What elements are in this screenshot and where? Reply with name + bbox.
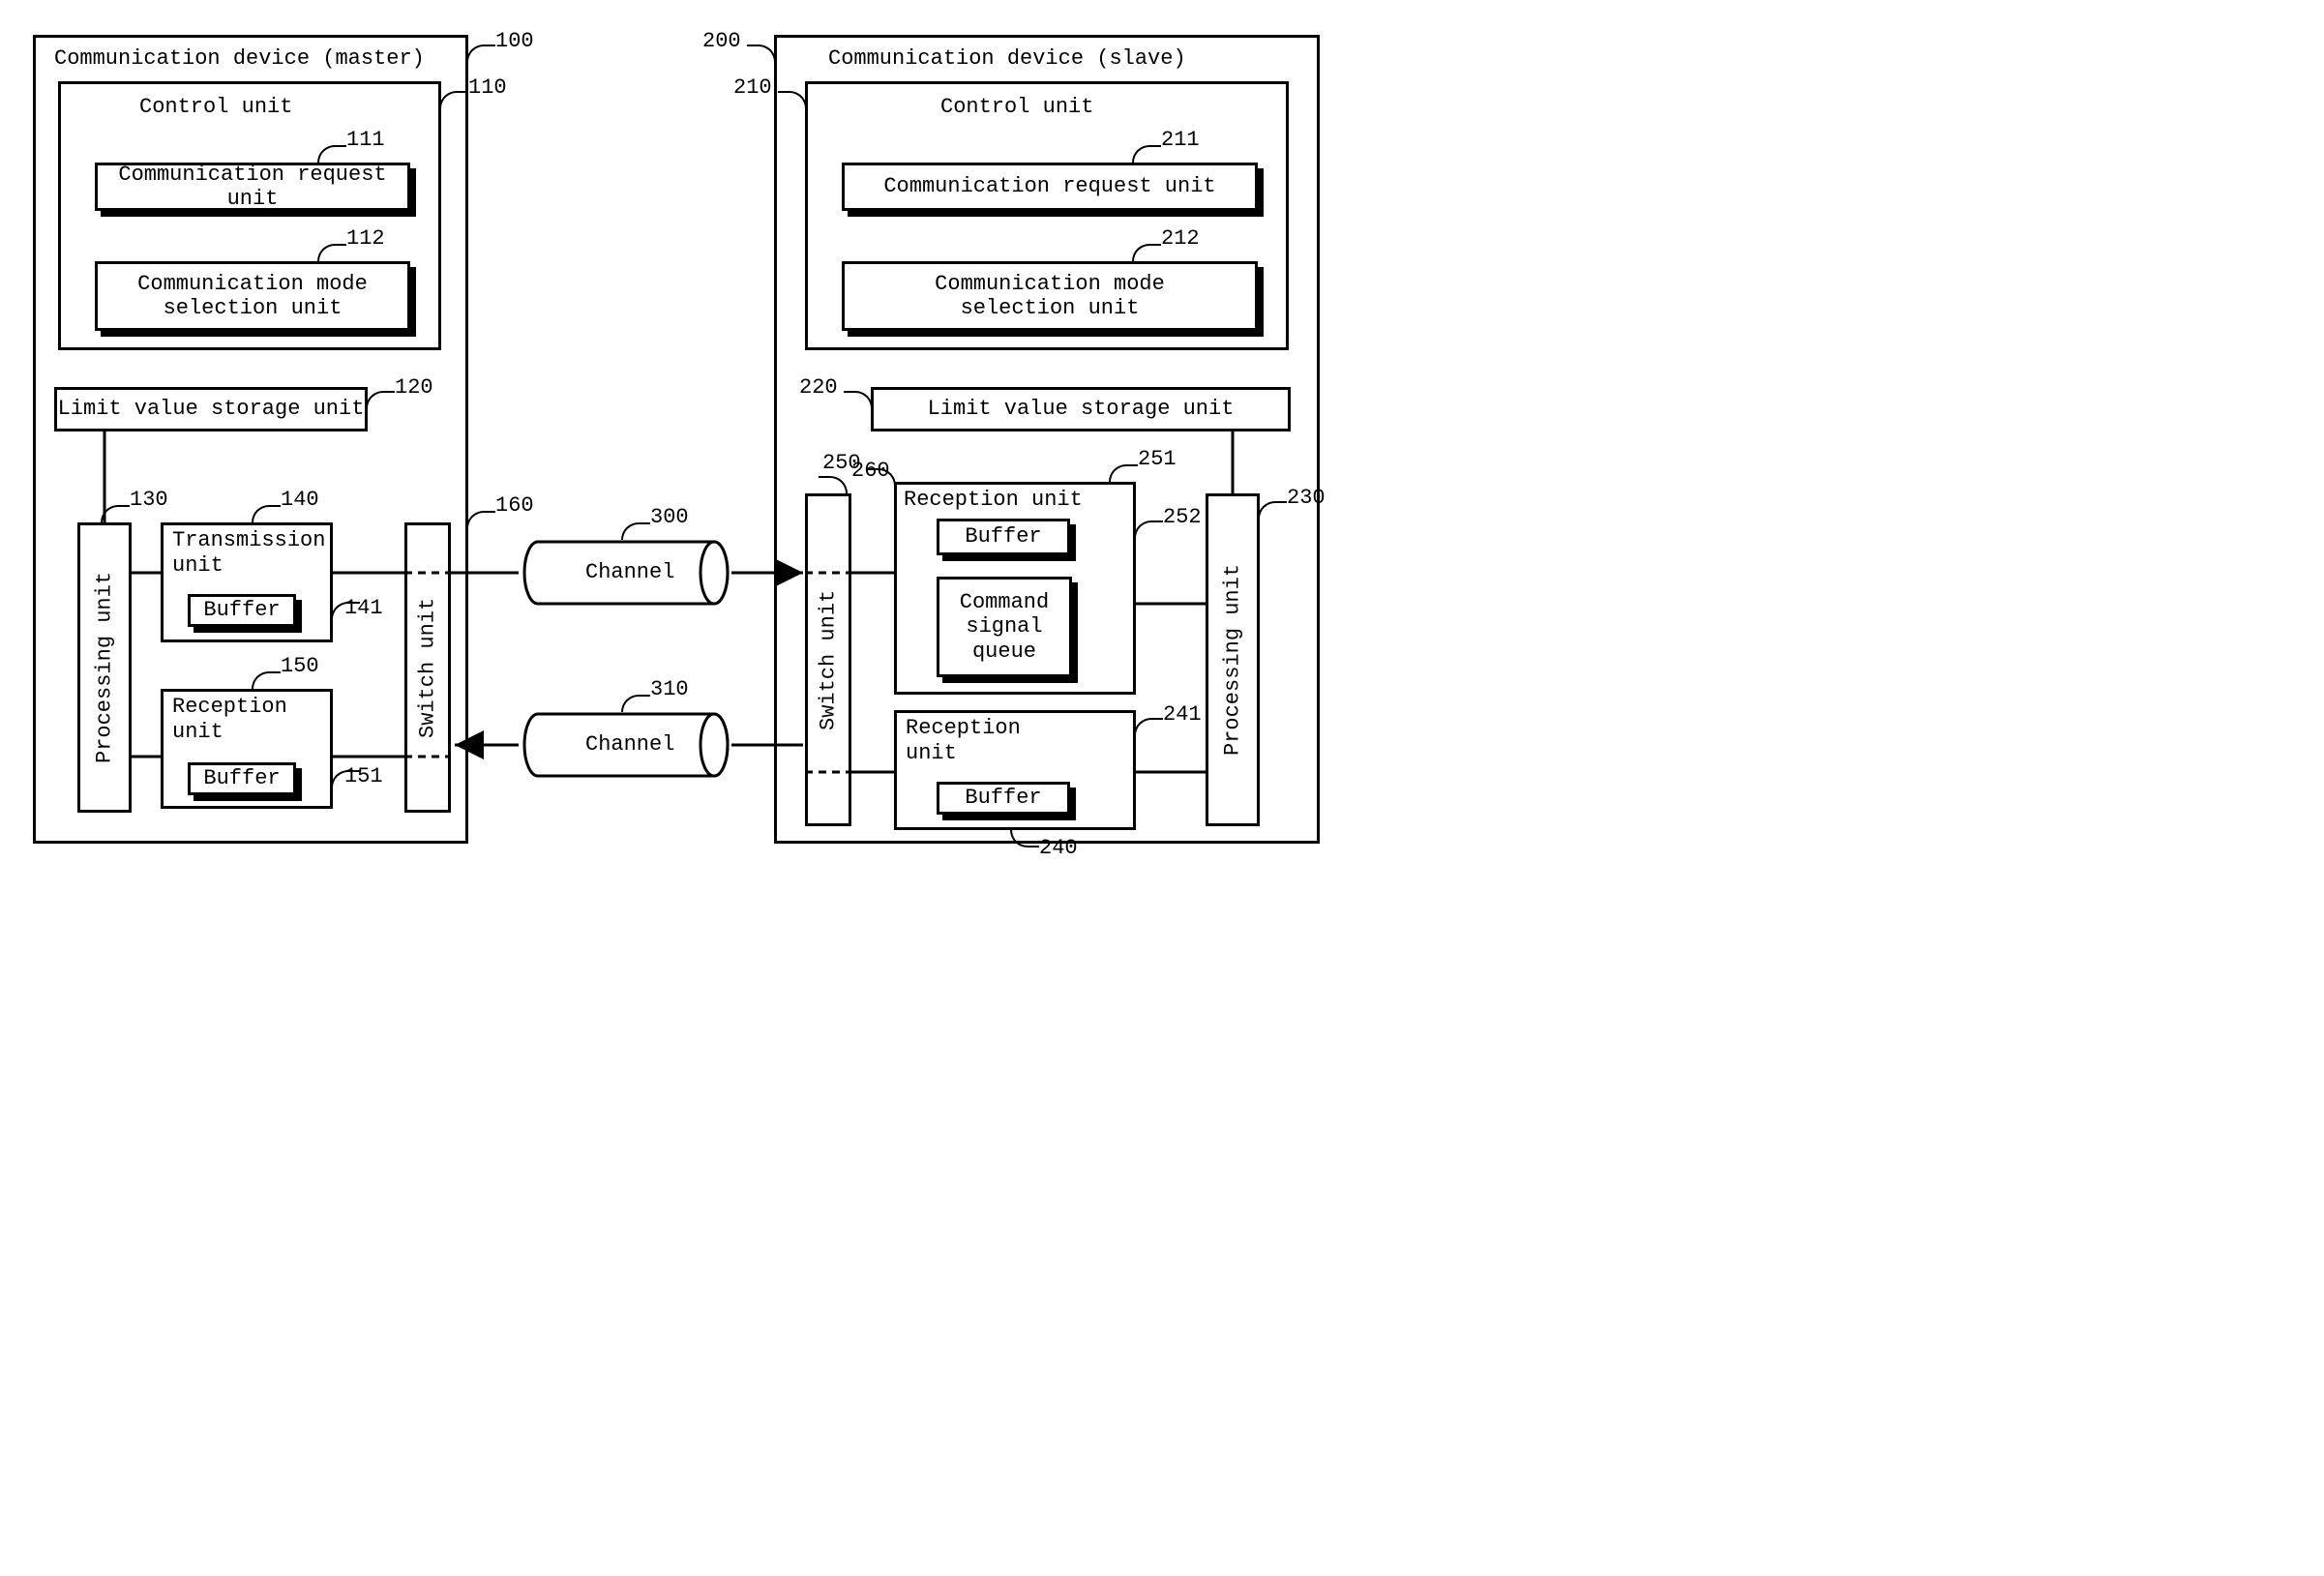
ref-110: 110 (468, 75, 507, 100)
ref-250: 250 (822, 451, 861, 475)
ref-212: 212 (1161, 226, 1200, 251)
ref-252: 252 (1163, 505, 1202, 529)
ref-130: 130 (130, 488, 168, 512)
master-comm-request: Communication request unit (95, 163, 410, 211)
slave-comm-mode: Communication modeselection unit (842, 261, 1258, 331)
s-rt-title: Reception unit (904, 488, 1083, 512)
master-recep-buffer: Buffer (188, 762, 296, 795)
ref-112: 112 (346, 226, 385, 251)
master-control-title: Control unit (139, 95, 292, 119)
slave-comm-request-label: Communication request unit (845, 165, 1255, 208)
slave-rt-buffer: Buffer (937, 519, 1070, 555)
master-trans-l2: unit (172, 553, 223, 578)
slave-rb-buffer: Buffer (937, 782, 1070, 815)
master-trans-buffer: Buffer (188, 594, 296, 627)
buf241-label: Buffer (939, 785, 1067, 812)
ref-300: 300 (650, 505, 689, 529)
ref-150: 150 (281, 654, 319, 678)
slave-rt-queue: Commandsignalqueue (937, 577, 1072, 677)
master-switch: Switch unit (404, 522, 451, 813)
ref-100: 100 (495, 29, 534, 53)
ref-240: 240 (1039, 836, 1078, 860)
master-comm-mode: Communication modeselection unit (95, 261, 410, 331)
slave-control-title: Control unit (940, 95, 1093, 119)
master-comm-mode-label: Communication modeselection unit (98, 264, 407, 328)
ref-160: 160 (495, 493, 534, 518)
ref-220: 220 (799, 375, 838, 400)
buf141-label: Buffer (191, 597, 293, 624)
ref-120: 120 (395, 375, 433, 400)
slave-comm-request: Communication request unit (842, 163, 1258, 211)
master-switch-label: Switch unit (407, 525, 448, 810)
ref-310: 310 (650, 677, 689, 701)
master-trans-l1: Transmission (172, 528, 325, 552)
slave-processing: Processing unit (1206, 493, 1260, 826)
ref-241: 241 (1163, 702, 1202, 727)
ref-140: 140 (281, 488, 319, 512)
slave-switch-label: Switch unit (808, 496, 849, 823)
channel-bottom-label: Channel (585, 732, 674, 757)
slave-limit-storage: Limit value storage unit (871, 387, 1291, 431)
buf251-label: Buffer (939, 521, 1067, 552)
buf151-label: Buffer (191, 765, 293, 792)
ref-111: 111 (346, 128, 385, 152)
ref-251: 251 (1138, 447, 1177, 471)
ref-141: 141 (344, 596, 383, 620)
slave-processing-label: Processing unit (1208, 496, 1257, 823)
diagram-canvas: Communication device (master) 100 Control … (19, 19, 1335, 861)
ref-200: 200 (702, 29, 741, 53)
slave-switch: Switch unit (805, 493, 851, 826)
s-rb-l1: Reception (906, 716, 1021, 740)
s-rb-l2: unit (906, 741, 957, 765)
slave-limit-storage-label: Limit value storage unit (874, 390, 1288, 429)
master-limit-storage-label: Limit value storage unit (57, 390, 365, 429)
master-processing: Processing unit (77, 522, 132, 813)
ref-230: 230 (1287, 486, 1326, 510)
master-title: Communication device (master) (54, 46, 425, 71)
channel-top-label: Channel (585, 560, 674, 584)
ref-210: 210 (733, 75, 772, 100)
ref-211: 211 (1161, 128, 1200, 152)
slave-comm-mode-label: Communication modeselection unit (845, 264, 1255, 328)
master-limit-storage: Limit value storage unit (54, 387, 368, 431)
ref-151: 151 (344, 764, 383, 788)
master-recep-l1: Reception (172, 695, 287, 719)
master-processing-label: Processing unit (80, 525, 129, 810)
master-recep-l2: unit (172, 720, 223, 744)
master-comm-request-label: Communication request unit (98, 165, 407, 208)
slave-title: Communication device (slave) (828, 46, 1186, 71)
q252-label: Commandsignalqueue (939, 580, 1069, 674)
